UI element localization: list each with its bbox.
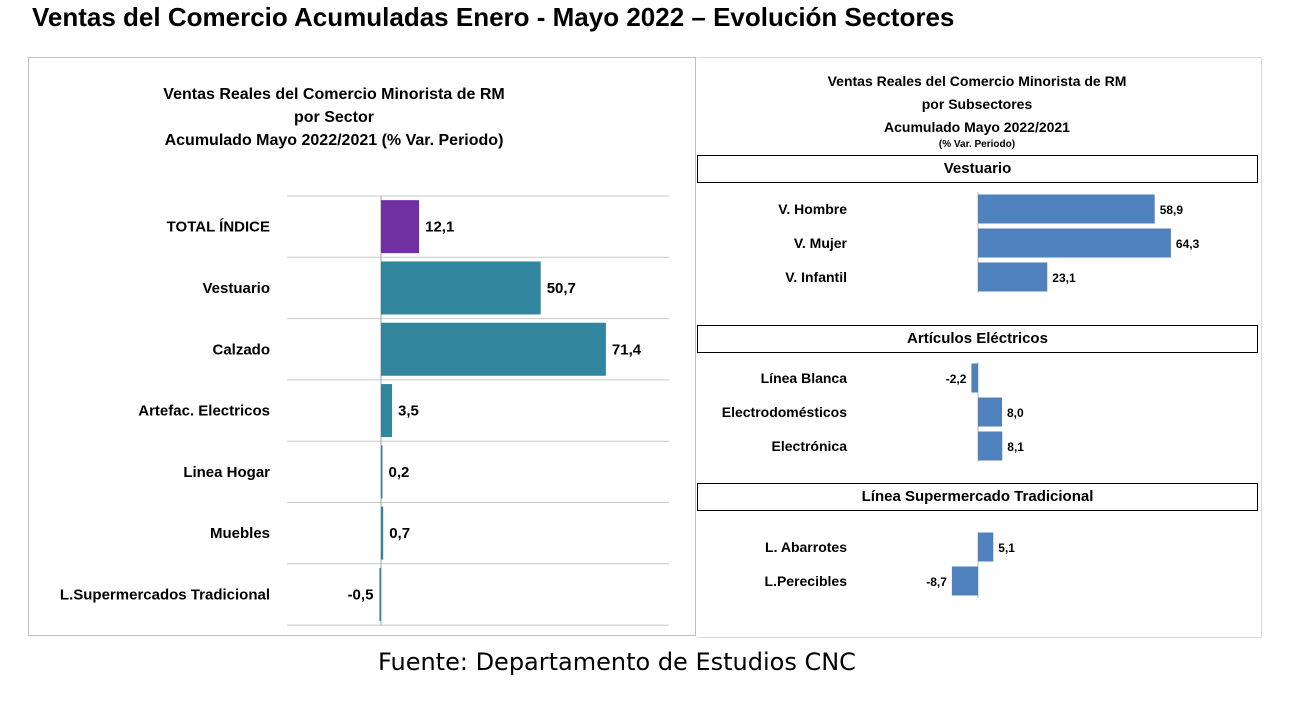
data-label: 8,1 <box>1007 440 1024 454</box>
data-label: 64,3 <box>1176 237 1200 251</box>
group-header-articulos-electricos: Artículos Eléctricos <box>697 325 1258 353</box>
sector-chart-title: Ventas Reales del Comercio Minorista de … <box>29 83 639 152</box>
data-label: 50,7 <box>547 280 576 297</box>
group-header-supermercado: Línea Supermercado Tradicional <box>697 483 1258 511</box>
bar <box>381 384 393 438</box>
bar <box>381 200 420 254</box>
data-label: -8,7 <box>926 575 947 589</box>
data-label: 23,1 <box>1052 271 1076 285</box>
bar <box>978 194 1155 224</box>
bar <box>951 566 978 596</box>
category-label: Linea Hogar <box>183 464 270 481</box>
sector-chart-title-line-3: Acumulado Mayo 2022/2021 (% Var. Periodo… <box>164 132 504 149</box>
data-label: 5,1 <box>998 541 1015 555</box>
subsector-bar-chart: V. Hombre 58,9 V. Mujer 64,3 V. Infantil 23,1… <box>722 192 1200 598</box>
sector-chart-panel: Ventas Reales del Comercio Minorista de … <box>28 57 696 636</box>
category-label: Calzado <box>212 341 270 358</box>
bar <box>379 567 381 621</box>
category-label: Línea Blanca <box>761 370 848 386</box>
category-label: TOTAL ÍNDICE <box>167 219 270 236</box>
category-label: V. Mujer <box>794 235 848 251</box>
category-label: Vestuario <box>202 280 270 297</box>
bar <box>978 532 994 562</box>
subsector-chart-title-line-3: Acumulado Mayo 2022/2021 <box>884 119 1070 135</box>
data-label: 3,5 <box>398 403 419 420</box>
subsector-chart-title: Ventas Reales del Comercio Minorista de … <box>697 70 1257 151</box>
bar <box>971 363 978 393</box>
data-label: 71,4 <box>612 341 642 358</box>
bar <box>978 431 1003 461</box>
category-label: Muebles <box>210 525 270 542</box>
category-label: L. Abarrotes <box>765 539 847 555</box>
category-label: L.Perecibles <box>765 573 848 589</box>
subsector-chart-subtitle: (% Var. Periodo) <box>938 139 1016 150</box>
page-title: Ventas del Comercio Acumuladas Enero - M… <box>32 2 955 32</box>
category-label: Artefac. Electricos <box>138 403 270 420</box>
sector-chart-title-line-1: Ventas Reales del Comercio Minorista de … <box>163 86 505 103</box>
data-label: -2,2 <box>946 372 967 386</box>
bar <box>978 228 1171 258</box>
bar <box>978 397 1002 427</box>
category-label: L.Supermercados Tradicional <box>60 586 270 603</box>
category-label: Electrodomésticos <box>722 404 847 420</box>
data-label: 0,2 <box>389 464 410 481</box>
data-label: 8,0 <box>1007 406 1024 420</box>
data-label: 0,7 <box>389 525 410 542</box>
sector-bar-chart: TOTAL ÍNDICE 12,1 Vestuario 50,7 Calzado 71,4… <box>60 195 669 626</box>
category-label: V. Infantil <box>785 269 847 285</box>
data-label: 12,1 <box>425 219 454 236</box>
data-label: 58,9 <box>1160 203 1184 217</box>
category-label: V. Hombre <box>778 201 847 217</box>
group-header-vestuario: Vestuario <box>697 155 1258 183</box>
category-label: Electrónica <box>772 438 848 454</box>
subsector-chart-title-line-2: por Subsectores <box>921 96 1033 112</box>
bar <box>381 322 606 376</box>
subsector-chart-panel: Ventas Reales del Comercio Minorista de … <box>697 57 1262 638</box>
bar <box>381 506 384 560</box>
sector-chart-title-line-2: por Sector <box>293 109 374 126</box>
data-label: -0,5 <box>348 586 374 603</box>
bar <box>978 262 1048 292</box>
subsector-chart-title-line-1: Ventas Reales del Comercio Minorista de … <box>827 73 1127 89</box>
source-footer: Fuente: Departamento de Estudios CNC <box>378 648 856 676</box>
bar <box>381 261 541 315</box>
bar <box>381 445 383 499</box>
